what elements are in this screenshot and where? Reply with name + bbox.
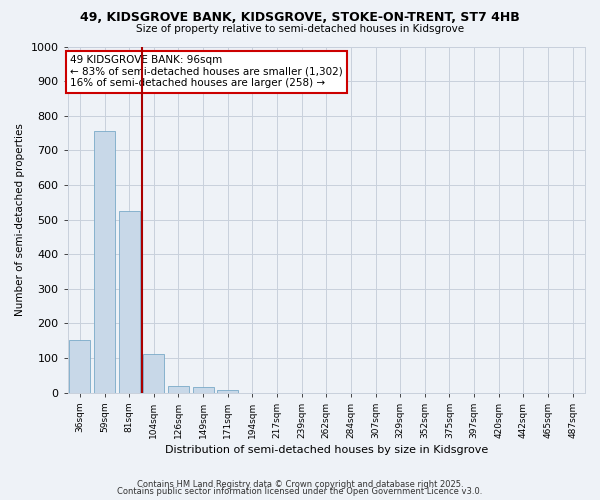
Bar (143, 354, 164, 393)
Bar (168, 386, 189, 392)
Text: Contains HM Land Registry data © Crown copyright and database right 2025.: Contains HM Land Registry data © Crown c… (137, 480, 463, 489)
Text: Size of property relative to semi-detached houses in Kidsgrove: Size of property relative to semi-detach… (136, 24, 464, 34)
X-axis label: Distribution of semi-detached houses by size in Kidsgrove: Distribution of semi-detached houses by … (164, 445, 488, 455)
Y-axis label: Number of semi-detached properties: Number of semi-detached properties (15, 123, 25, 316)
Text: 49, KIDSGROVE BANK, KIDSGROVE, STOKE-ON-TRENT, ST7 4HB: 49, KIDSGROVE BANK, KIDSGROVE, STOKE-ON-… (80, 11, 520, 24)
Text: 49 KIDSGROVE BANK: 96sqm
← 83% of semi-detached houses are smaller (1,302)
16% o: 49 KIDSGROVE BANK: 96sqm ← 83% of semi-d… (70, 55, 343, 88)
Bar (70, 340, 91, 392)
Bar (119, 211, 140, 392)
Bar (193, 388, 214, 392)
Text: Contains public sector information licensed under the Open Government Licence v3: Contains public sector information licen… (118, 488, 482, 496)
Bar (94, 130, 115, 392)
Bar (217, 390, 238, 392)
